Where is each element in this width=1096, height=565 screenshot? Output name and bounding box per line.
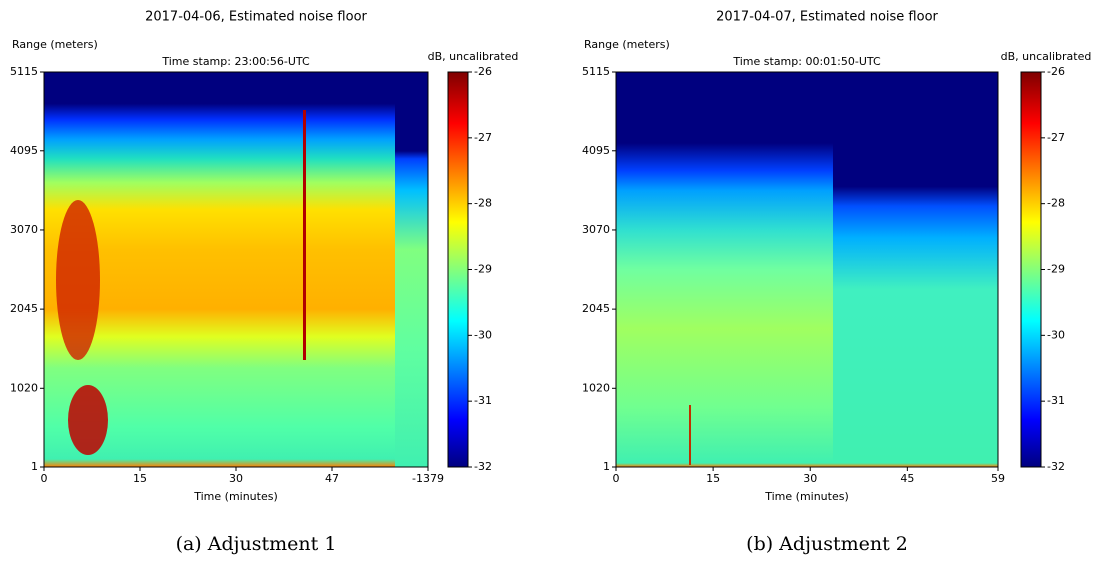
subtitle: Time stamp: 23:00:56-UTC xyxy=(161,55,310,68)
colorbar-tick-label: -26 xyxy=(474,65,492,78)
y-axis-label: Range (meters) xyxy=(584,38,670,51)
heatmap-streak xyxy=(689,405,691,465)
x-axis-label: Time (minutes) xyxy=(764,490,849,503)
chart-title: 2017-04-07, Estimated noise floor xyxy=(716,10,938,25)
colorbar-tick-label: -29 xyxy=(1047,263,1065,276)
subtitle: Time stamp: 00:01:50-UTC xyxy=(732,55,881,68)
x-tick-label: 30 xyxy=(803,472,817,485)
x-tick-label: -1379 xyxy=(412,472,444,485)
heatmap-image-b xyxy=(616,72,998,467)
colorbar-tick-label: -29 xyxy=(474,263,492,276)
caption: (a) Adjustment 1 xyxy=(176,533,337,555)
heatmap-fill xyxy=(616,72,833,467)
y-tick-label: 1 xyxy=(603,460,610,473)
colorbar-tick-label: -28 xyxy=(474,197,492,210)
colorbar xyxy=(447,71,469,468)
x-tick-label: 0 xyxy=(613,472,620,485)
chart-title: 2017-04-06, Estimated noise floor xyxy=(145,10,367,25)
x-tick-label: 59 xyxy=(991,472,1005,485)
heatmap-hotspot xyxy=(68,385,108,455)
y-axis-label: Range (meters) xyxy=(12,38,98,51)
y-tick-label: 4095 xyxy=(10,144,38,157)
colorbar-label: dB, uncalibrated xyxy=(1001,50,1092,63)
caption: (b) Adjustment 2 xyxy=(746,533,908,555)
colorbar-tick-label: -30 xyxy=(474,328,492,341)
colorbar-tick-label: -28 xyxy=(1047,197,1065,210)
colorbar xyxy=(1020,71,1042,468)
colorbar-label: dB, uncalibrated xyxy=(428,50,519,63)
y-tick-label: 3070 xyxy=(582,223,610,236)
x-tick-label: 0 xyxy=(41,472,48,485)
colorbar-tick-label: -31 xyxy=(474,394,492,407)
y-tick-label: 1020 xyxy=(582,381,610,394)
y-tick-label: 1020 xyxy=(10,381,38,394)
y-tick-label: 4095 xyxy=(582,144,610,157)
y-tick-label: 3070 xyxy=(10,223,38,236)
heatmap-streak xyxy=(303,110,306,360)
y-tick-label: 5115 xyxy=(10,65,38,78)
y-tick-label: 1 xyxy=(31,460,38,473)
y-tick-label: 2045 xyxy=(10,302,38,315)
x-axis-label: Time (minutes) xyxy=(193,490,278,503)
heatmap-hotspot xyxy=(56,200,100,360)
colorbar-tick-label: -32 xyxy=(1047,460,1065,473)
y-tick-label: 2045 xyxy=(582,302,610,315)
colorbar-tick-label: -27 xyxy=(474,131,492,144)
x-tick-label: 45 xyxy=(900,472,914,485)
colorbar-tick-label: -27 xyxy=(1047,131,1065,144)
heatmap-fill xyxy=(395,72,428,467)
heatmap-image-a xyxy=(44,72,428,467)
x-tick-label: 15 xyxy=(706,472,720,485)
heatmap-fill xyxy=(833,72,998,467)
x-tick-label: 30 xyxy=(229,472,243,485)
colorbar-tick-label: -32 xyxy=(474,460,492,473)
colorbar-tick-label: -30 xyxy=(1047,328,1065,341)
y-tick-label: 5115 xyxy=(582,65,610,78)
plot-frame xyxy=(615,71,999,468)
x-tick-label: 15 xyxy=(133,472,147,485)
x-tick-label: 47 xyxy=(325,472,339,485)
colorbar-tick-label: -31 xyxy=(1047,394,1065,407)
colorbar-tick-label: -26 xyxy=(1047,65,1065,78)
